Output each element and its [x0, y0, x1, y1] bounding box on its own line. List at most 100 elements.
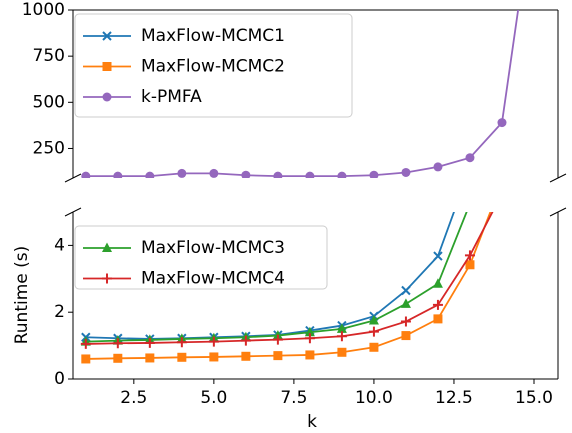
- series-line: [85, 212, 494, 345]
- legend-box: [74, 225, 328, 290]
- marker: [401, 190, 410, 199]
- x-tick-label: 12.5: [435, 388, 473, 408]
- marker: [112, 338, 123, 349]
- marker: [433, 189, 443, 199]
- marker: [209, 352, 219, 362]
- marker: [82, 190, 90, 198]
- marker: [102, 31, 112, 41]
- marker: [497, 177, 506, 186]
- marker: [113, 189, 123, 199]
- marker: [273, 189, 283, 199]
- marker: [80, 338, 91, 349]
- marker: [241, 189, 251, 199]
- legend-label: MaxFlow-MCMC2: [141, 57, 285, 77]
- marker: [145, 189, 155, 199]
- series-line: [86, 193, 470, 194]
- x-tick-label: 10.0: [355, 388, 393, 408]
- marker: [145, 189, 155, 199]
- marker: [113, 171, 123, 178]
- marker: [241, 189, 251, 199]
- marker: [465, 260, 475, 270]
- marker: [337, 189, 347, 199]
- marker: [274, 190, 282, 198]
- marker: [465, 153, 475, 163]
- marker: [305, 350, 315, 360]
- marker: [497, 189, 507, 199]
- marker: [145, 190, 154, 199]
- legend-label: MaxFlow-MCMC4: [141, 269, 285, 289]
- marker: [81, 189, 91, 199]
- series-line: [86, 194, 470, 195]
- y-tick-label: 4: [54, 235, 65, 255]
- axis-break-marks: [64, 173, 567, 217]
- marker: [305, 189, 315, 199]
- marker: [81, 171, 91, 178]
- marker: [305, 190, 314, 199]
- x-tick-label: 5.0: [200, 388, 227, 408]
- marker: [146, 190, 154, 198]
- series-line: [86, 194, 502, 195]
- marker: [432, 278, 443, 288]
- series-line: [86, 194, 502, 195]
- marker: [369, 190, 378, 199]
- legend-box: [74, 13, 353, 118]
- marker: [113, 189, 123, 199]
- y-tick-label: 500: [33, 92, 65, 112]
- marker: [369, 189, 379, 199]
- marker: [433, 251, 443, 261]
- marker: [434, 190, 442, 198]
- marker: [400, 316, 411, 327]
- marker: [369, 189, 379, 199]
- marker: [242, 190, 250, 198]
- marker: [497, 189, 506, 198]
- marker: [145, 353, 155, 363]
- marker: [401, 189, 411, 199]
- marker: [432, 299, 443, 310]
- marker: [401, 285, 411, 296]
- marker: [304, 326, 315, 337]
- series-line: [85, 212, 492, 360]
- marker: [209, 168, 219, 178]
- marker: [208, 336, 219, 347]
- marker: [273, 190, 282, 199]
- x-tick-label: 2.5: [120, 388, 147, 408]
- marker: [337, 190, 346, 199]
- marker: [338, 190, 346, 198]
- marker: [209, 189, 219, 199]
- marker: [177, 190, 186, 199]
- marker: [210, 190, 218, 198]
- y-axis-label: Runtime (s): [12, 246, 32, 345]
- marker: [102, 273, 112, 284]
- marker: [209, 190, 218, 199]
- marker: [176, 337, 187, 348]
- marker: [241, 170, 251, 178]
- marker: [241, 351, 251, 361]
- marker: [81, 354, 91, 364]
- marker: [401, 331, 411, 341]
- marker: [466, 164, 474, 172]
- marker: [433, 314, 443, 324]
- marker: [306, 190, 314, 198]
- y-tick-label: 1000: [22, 0, 65, 20]
- marker: [81, 189, 91, 199]
- legend-label: MaxFlow-MCMC1: [141, 26, 285, 46]
- marker: [433, 190, 442, 199]
- x-tick-label: 7.5: [280, 388, 307, 408]
- marker: [102, 62, 112, 71]
- marker: [273, 171, 283, 178]
- marker: [465, 188, 475, 198]
- marker: [305, 171, 315, 178]
- marker: [177, 168, 187, 178]
- marker: [464, 250, 475, 261]
- marker: [178, 190, 186, 198]
- marker: [336, 323, 347, 333]
- marker: [337, 347, 347, 357]
- marker: [497, 189, 507, 199]
- marker: [401, 167, 411, 177]
- marker: [114, 190, 122, 198]
- marker: [145, 171, 155, 178]
- axis-spines: [72, 9, 559, 380]
- legend-label: MaxFlow-MCMC3: [141, 238, 285, 258]
- marker: [336, 331, 347, 342]
